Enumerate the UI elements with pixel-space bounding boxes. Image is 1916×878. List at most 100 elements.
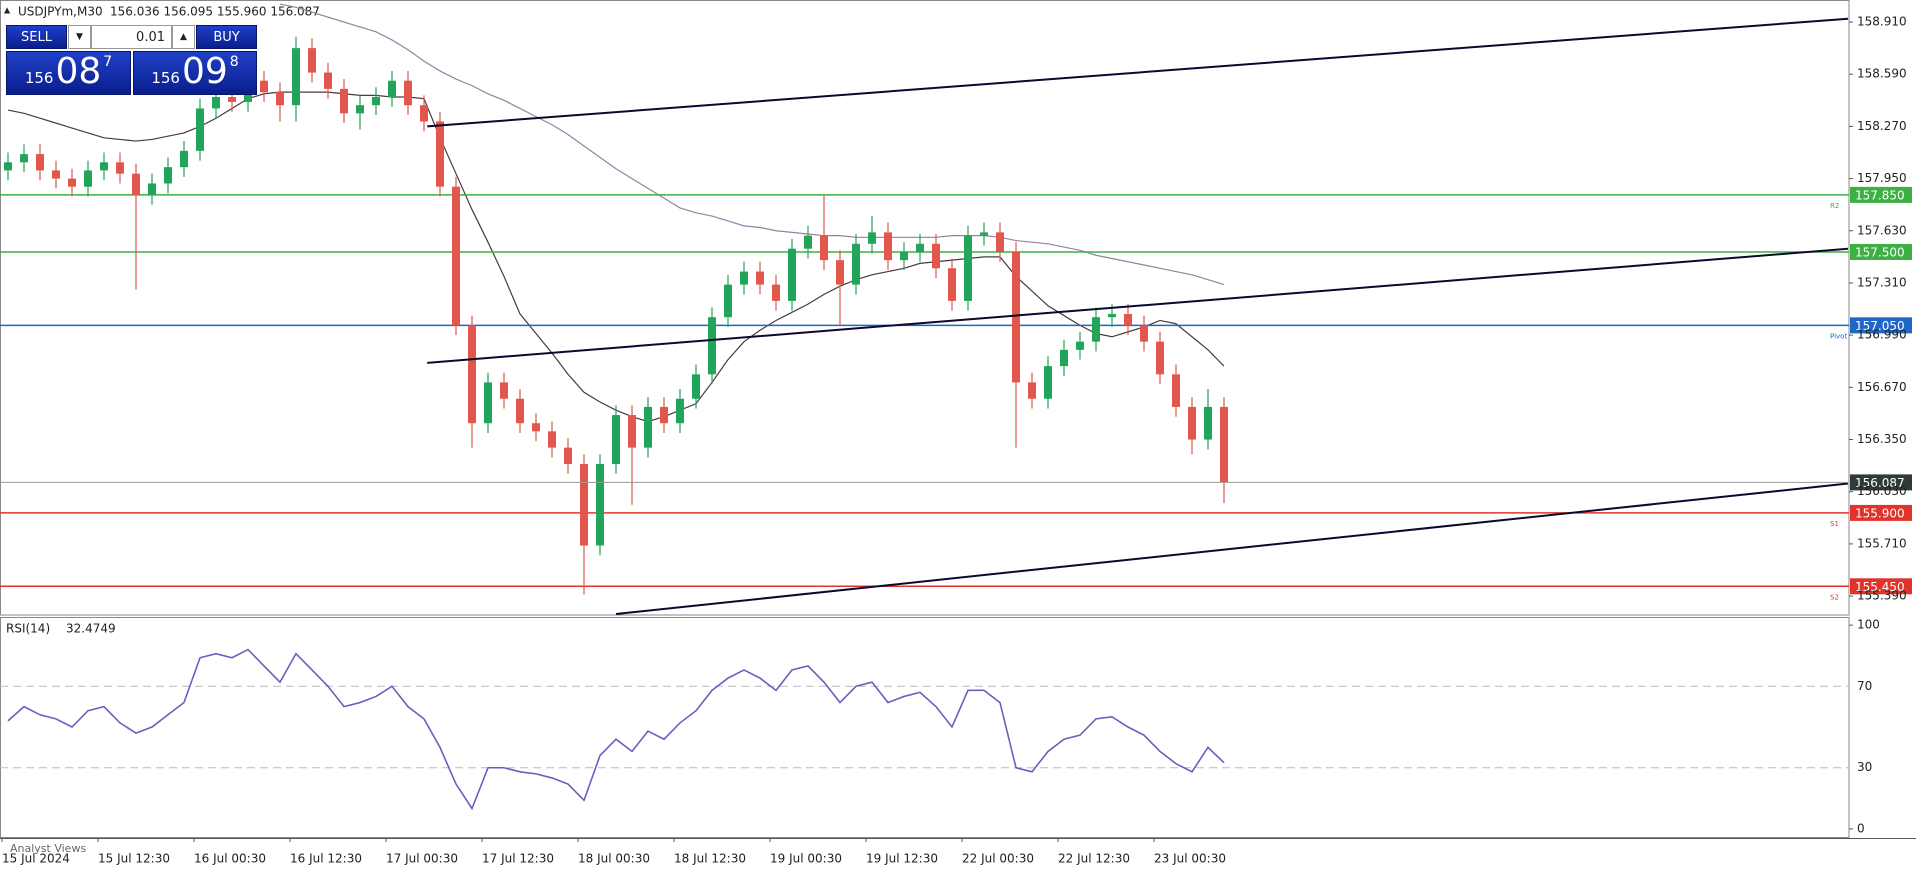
candle-body [1188, 406, 1196, 440]
candle-body [356, 105, 364, 114]
candle-body [1172, 374, 1180, 407]
rsi-panel [0, 617, 1850, 838]
candle-body [676, 398, 684, 424]
candle-body [164, 167, 172, 184]
candle-body [388, 80, 396, 98]
bid-price[interactable]: 156 08 7 [6, 51, 131, 95]
candle-body [404, 80, 412, 106]
tab[interactable]: Analyst Views [10, 842, 86, 855]
candle-body [468, 325, 476, 424]
candle-body [4, 162, 12, 171]
y-tick-label: 157.310 [1857, 275, 1907, 289]
candle-body [692, 374, 700, 399]
candle-body [564, 447, 572, 464]
y-tick-label: 100 [1857, 618, 1880, 632]
volume-up[interactable]: ▲ [172, 25, 195, 49]
plot-area [0, 3, 1849, 615]
candle-body [20, 154, 28, 163]
y-tick-label: 157.630 [1857, 223, 1907, 237]
candle-body [36, 154, 44, 171]
candle-body [884, 232, 892, 261]
level-tag: S2 [1830, 593, 1839, 601]
candle-body [740, 271, 748, 285]
candle-body [628, 415, 636, 448]
ask-price[interactable]: 156 09 8 [133, 51, 257, 95]
ask-small: 8 [229, 54, 239, 70]
last-price-box [1850, 474, 1912, 491]
candle-body [372, 97, 380, 106]
candle-body [596, 463, 604, 546]
x-tick-label: 19 Jul 00:30 [770, 852, 842, 866]
candle-body [1060, 349, 1068, 367]
buy-button[interactable]: BUY [196, 25, 257, 49]
candle-body [724, 284, 732, 318]
volume-down[interactable]: ▼ [68, 25, 91, 49]
candle-body [1012, 251, 1020, 383]
y-tick-label: 155.390 [1857, 589, 1907, 603]
bid-small: 7 [103, 54, 113, 70]
level-tag: R2 [1830, 202, 1839, 210]
y-tick-label: 70 [1857, 679, 1872, 693]
level-label-box [1850, 186, 1912, 203]
x-tick-label: 15 Jul 12:30 [98, 852, 170, 866]
y-tick-label: 157.950 [1857, 171, 1907, 185]
x-tick-label: 18 Jul 00:30 [578, 852, 650, 866]
candle-body [852, 243, 860, 285]
y-tick-label: 156.670 [1857, 380, 1907, 394]
main-panel [0, 0, 1850, 616]
candle-body [132, 173, 140, 195]
level-label: 157.050 [1855, 319, 1905, 333]
level-label: 155.450 [1855, 580, 1905, 594]
candle-body [180, 150, 188, 168]
candle-body [292, 48, 300, 106]
candle-body [804, 235, 812, 249]
candle-body [308, 48, 316, 73]
rsi-line [7, 648, 1225, 811]
y-tick-label: 0 [1857, 821, 1865, 835]
candle-body [612, 415, 620, 464]
y-tick-label: 155.710 [1857, 536, 1907, 550]
bid-big: 156 [24, 69, 54, 87]
candle-body [916, 243, 924, 252]
y-tick-label: 158.590 [1857, 67, 1907, 81]
candle-body [68, 178, 76, 187]
candle-body [324, 72, 332, 89]
level-label-box [1850, 578, 1912, 595]
candle-body [964, 235, 972, 301]
sell-button[interactable]: SELL [6, 25, 67, 49]
candle-body [788, 248, 796, 301]
candle-body [708, 317, 716, 375]
x-tick-label: 22 Jul 12:30 [1058, 852, 1130, 866]
ask-mid: 09 [181, 51, 228, 92]
y-tick-label: 156.990 [1857, 328, 1907, 342]
plot-area [0, 648, 1849, 811]
candle-body [948, 268, 956, 301]
candle-body [1076, 341, 1084, 350]
x-tick-label: 17 Jul 00:30 [386, 852, 458, 866]
volume-input[interactable]: 0.01 [91, 25, 172, 49]
symbol: USDJPYm,M30 [18, 5, 103, 19]
arrow-icon: ▲ [4, 6, 11, 15]
candle-body [116, 162, 124, 174]
candle-body [1220, 406, 1228, 483]
y-tick-label: 158.910 [1857, 15, 1907, 29]
candle-body [484, 382, 492, 424]
candle-body [548, 431, 556, 448]
candle-body [1204, 406, 1212, 440]
candle-body [1124, 313, 1132, 326]
candle-body [532, 423, 540, 432]
candle-body [516, 398, 524, 424]
candle-body [932, 243, 940, 269]
rsi-value: 32.4749 [66, 622, 116, 636]
candle-body [196, 108, 204, 151]
y-tick-label: 156.350 [1857, 432, 1907, 446]
x-tick-label: 22 Jul 00:30 [962, 852, 1034, 866]
x-tick-label: 19 Jul 12:30 [866, 852, 938, 866]
candle-body [644, 406, 652, 448]
x-tick-label: 16 Jul 00:30 [194, 852, 266, 866]
candle-body [580, 463, 588, 546]
candle-body [756, 271, 764, 285]
trend-line [427, 247, 1849, 364]
candle-body [1092, 317, 1100, 342]
